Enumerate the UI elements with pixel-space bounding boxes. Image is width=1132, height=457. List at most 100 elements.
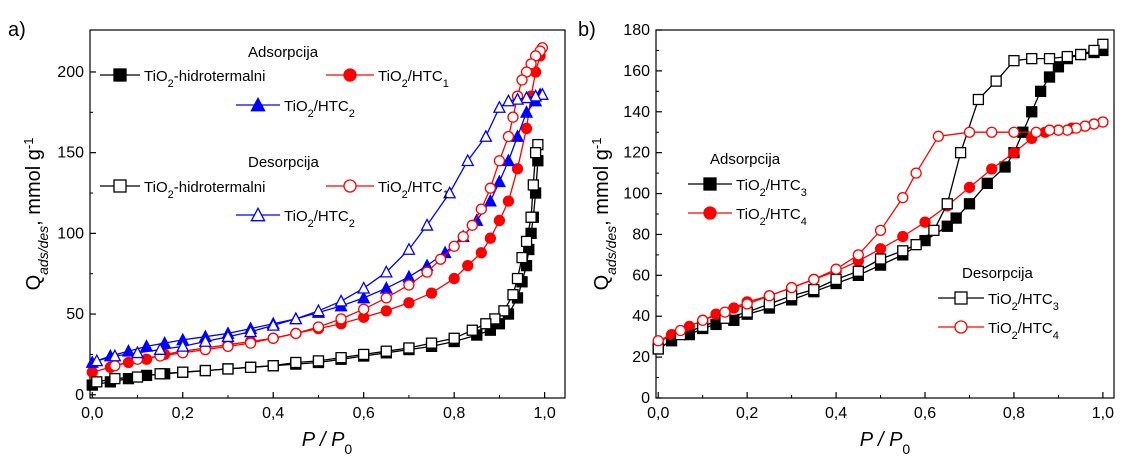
panel-a-data-point [484, 182, 497, 194]
panel-a-data-point [108, 348, 122, 362]
panel-b-y-tick-label: 180 [623, 22, 650, 39]
legend-label-ads-htc4: TiO2/HTC4 [736, 206, 807, 228]
legend-label-des-htc4: TiO2/HTC4 [988, 320, 1059, 342]
panel-a-data-point [357, 290, 371, 304]
panel-b-data-point [874, 243, 887, 255]
panel-b-x-tick-label: 0,0 [647, 405, 669, 422]
panel-a-data-point [199, 364, 212, 377]
panel-b-y-tick-label: 120 [623, 145, 650, 162]
panel-a-data-point [425, 287, 438, 299]
panel-a-data-point [492, 174, 506, 188]
panel-a-data-point [109, 372, 121, 385]
panel-a-data-point [267, 360, 279, 372]
panel-a-data-point [520, 235, 533, 248]
panel-b-y-tick-label: 140 [623, 104, 650, 121]
panel-a-data-point [358, 348, 370, 361]
panel-a-data-point [502, 195, 515, 207]
panel-b-x-tick-label: 0,6 [914, 405, 936, 422]
panel-b-data-point [972, 93, 985, 106]
panel-a-y-tick-label: 150 [57, 145, 84, 162]
panel-b-y-tick-label: 60 [632, 267, 650, 284]
panel-a-data-point [221, 329, 235, 343]
legend-header-adsorpcija: Adsorpcija [710, 151, 781, 168]
panel-a-data-point [290, 327, 302, 340]
panel-b-data-point [986, 126, 998, 138]
panel-b-data-point [874, 224, 887, 237]
panel-a-data-point [493, 155, 506, 167]
panel-a-data-point [507, 289, 519, 301]
panel-b-data-point [741, 298, 753, 310]
legend-marker [703, 177, 717, 191]
panel-b-x-tick-label: 0,8 [1003, 405, 1025, 422]
legend-label-ads-hidrotermalni: TiO2-hidrotermalni [144, 68, 265, 90]
panel-b-data-point [986, 163, 998, 175]
panel-a-data-point [153, 342, 167, 355]
panel-b-data-point [652, 335, 664, 347]
panel-b-data-point [674, 324, 687, 337]
panel-b-x-tick-label: 0,4 [825, 405, 847, 422]
legend-header-desorpcija: Desorpcija [248, 154, 320, 171]
panel-b-data-point [1043, 124, 1056, 136]
panel-a-data-point [498, 305, 510, 317]
panel-b-data-point [808, 273, 820, 286]
panel-a-data-point [380, 305, 392, 317]
panel-a-data-point [425, 337, 438, 349]
panel-a-data-point [109, 360, 121, 372]
panel-b-data-point [852, 265, 864, 277]
panel-b-data-point [1052, 61, 1065, 73]
panel-a-data-point [492, 100, 506, 113]
panel-a-data-point [527, 179, 539, 191]
panel-a-series-ads-1 [86, 50, 546, 378]
legend-marker [250, 206, 266, 222]
panel-b-data-point [1043, 52, 1056, 65]
panel-b-data-point [1008, 147, 1020, 159]
legend-header-desorpcija: Desorpcija [962, 265, 1034, 282]
panel-a-data-point [403, 297, 415, 309]
panel-a-x-tick-label: 0,4 [262, 405, 284, 422]
panel-b-y-tick-label: 160 [623, 63, 650, 80]
panel-a-data-point [402, 242, 416, 255]
panel-a-data-point [403, 279, 415, 291]
panel-a-data-point [403, 342, 415, 354]
panel-a-data-point [461, 153, 475, 167]
panel-a-data-point [519, 90, 534, 104]
panel-a-data-point [267, 332, 279, 344]
panel-b-data-point [897, 191, 909, 204]
panel-b-data-point [941, 198, 953, 210]
legend-marker [113, 68, 127, 82]
panel-b-legend: Adsorpcija Desorpcija TiO2/HTC3 TiO2/HTC… [688, 151, 1059, 342]
panel-a-data-point [244, 337, 257, 349]
panel-b-data-point [697, 314, 709, 326]
panel-a-data-point [511, 163, 524, 175]
panel-a-data-point [493, 214, 506, 227]
legend-marker [343, 68, 357, 82]
panel-a-x-axis-label: P / P0 [302, 429, 353, 457]
panel-b-y-tick-label: 80 [632, 226, 650, 243]
panel-a-data-point [520, 122, 533, 135]
panel-a-y-tick-label: 0 [75, 387, 84, 404]
panel-a-plot-frame [89, 29, 566, 399]
legend-marker [343, 179, 357, 193]
panel-b-y-tick-label: 0 [641, 390, 650, 407]
panel-a-data [85, 42, 549, 391]
panel-b-data-point [830, 273, 842, 286]
panel-a-data-point [448, 240, 460, 252]
panel-b: b) 0,0 0,2 0,4 0,6 0,8 1,0 0 20 40 60 80 100 120 140 1… [578, 19, 1115, 457]
panel-b-data-point [1097, 38, 1109, 50]
panel-a-data-point [198, 334, 212, 347]
panel-b-data-point [999, 161, 1011, 173]
panel-b-data-point [852, 249, 864, 261]
panel-b-data-point [950, 212, 962, 224]
panel-b-label: b) [578, 19, 596, 41]
panel-a-x-tick-label: 0,0 [81, 405, 103, 422]
panel-a-data-point [90, 353, 104, 367]
panel-b-x-tick-label: 0,2 [736, 405, 758, 422]
panel-a-series-des-5 [90, 87, 549, 367]
panel-a-data-point [475, 203, 487, 215]
panel-a-data-point [511, 272, 524, 285]
panel-a-label: a) [8, 19, 26, 41]
panel-b-data-point [1075, 48, 1087, 61]
panel-a-data-point [466, 219, 478, 231]
panel-a-data-point [289, 311, 303, 325]
panel-a-data-point [357, 281, 371, 294]
